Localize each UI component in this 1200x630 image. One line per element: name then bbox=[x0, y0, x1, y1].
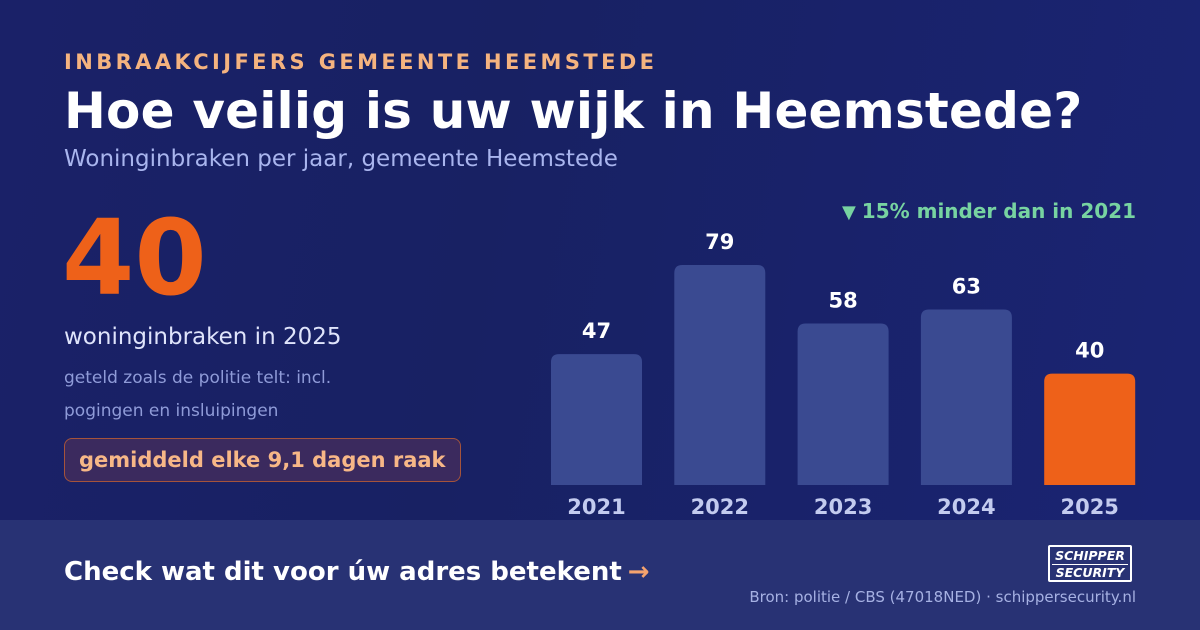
value-label-2025: 40 bbox=[1075, 339, 1104, 363]
value-label-2024: 63 bbox=[952, 275, 981, 299]
trend-down-icon: ▼ bbox=[841, 202, 856, 223]
x-tick-label-2023: 2023 bbox=[814, 495, 872, 519]
value-label-2023: 58 bbox=[828, 288, 857, 312]
page-title: Hoe veilig is uw wijk in Heemstede? bbox=[64, 82, 1083, 140]
subtitle: Woninginbraken per jaar, gemeente Heemst… bbox=[64, 146, 618, 172]
source-note: Bron: politie / CBS (47018NED) · schippe… bbox=[749, 588, 1136, 606]
footer-bar bbox=[0, 520, 1200, 630]
kicker: INBRAAKCIJFERS GEMEENTE HEEMSTEDE bbox=[64, 50, 658, 74]
highlight-caption: woninginbraken in 2025 bbox=[64, 324, 342, 350]
x-tick-label-2024: 2024 bbox=[937, 495, 995, 519]
bar-2022 bbox=[674, 265, 766, 485]
highlight-note: geteld zoals de politie telt: incl. pogi… bbox=[64, 368, 332, 421]
logo-line-2: SECURITY bbox=[1052, 564, 1128, 581]
frequency-badge: gemiddeld elke 9,1 dagen raak bbox=[64, 438, 461, 482]
cta-link[interactable]: Check wat dit voor úw adres betekent → bbox=[64, 557, 650, 587]
logo-line-1: SCHIPPER bbox=[1055, 548, 1125, 563]
x-tick-label-2025: 2025 bbox=[1060, 495, 1118, 519]
trend-text: 15% minder dan in 2021 bbox=[861, 199, 1136, 223]
value-label-2022: 79 bbox=[705, 230, 734, 254]
highlight-number: 40 bbox=[62, 197, 207, 319]
arrow-right-icon: → bbox=[627, 557, 650, 587]
x-tick-label-2022: 2022 bbox=[691, 495, 749, 519]
value-label-2021: 47 bbox=[582, 319, 611, 343]
bar-2023 bbox=[797, 323, 889, 485]
trend-indicator: ▼ 15% minder dan in 2021 bbox=[842, 199, 1136, 223]
cta-text: Check wat dit voor úw adres betekent bbox=[64, 557, 622, 587]
schipper-security-logo[interactable]: SCHIPPER SECURITY bbox=[1048, 545, 1132, 582]
bar-2021 bbox=[551, 354, 642, 485]
bar-2025 bbox=[1044, 373, 1136, 485]
x-tick-label-2021: 2021 bbox=[567, 495, 625, 519]
bar-2024 bbox=[920, 309, 1012, 485]
